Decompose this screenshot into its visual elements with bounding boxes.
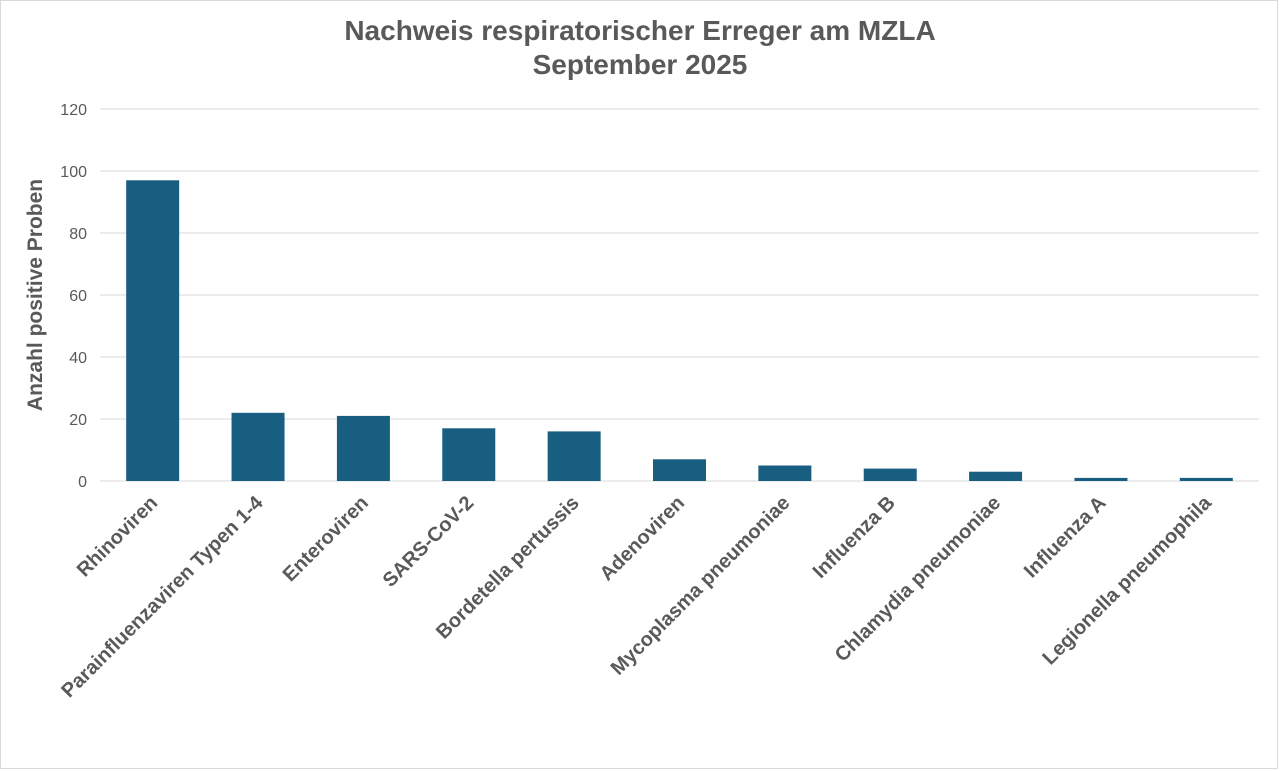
bar <box>758 465 812 481</box>
chart-subtitle: September 2025 <box>532 49 748 80</box>
y-tick-label: 20 <box>69 412 87 429</box>
x-tick-label: Mycoplasma pneumoniae <box>607 492 795 680</box>
bars <box>126 180 1233 482</box>
x-tick-label: Influenza B <box>809 492 900 583</box>
x-tick-label: Rhinoviren <box>73 492 162 581</box>
x-tick-label: Parainfluenzaviren Typen 1-4 <box>57 491 268 702</box>
x-tick-label: SARS-CoV-2 <box>379 492 479 592</box>
bar <box>231 412 285 481</box>
bar <box>863 468 917 481</box>
x-tick-label: Legionella pneumophila <box>1038 491 1216 669</box>
gridlines <box>100 108 1259 482</box>
x-tick-label: Influenza A <box>1020 492 1110 582</box>
chart-title-line: Nachweis respiratorischer Erreger am MZL… <box>344 15 936 46</box>
x-tick-label: Enteroviren <box>279 492 373 586</box>
bar <box>969 471 1023 481</box>
bar <box>547 431 601 481</box>
bar <box>126 180 180 482</box>
y-tick-label: 40 <box>69 350 87 367</box>
y-tick-label: 0 <box>78 474 87 491</box>
bar <box>442 428 496 481</box>
bar <box>653 459 706 481</box>
y-axis-title: Anzahl positive Proben <box>24 179 47 411</box>
bar <box>1074 477 1128 481</box>
bar <box>1179 477 1233 481</box>
bar <box>336 415 390 481</box>
x-tick-label: Adenoviren <box>596 492 689 585</box>
chart-title: Nachweis respiratorischer Erreger am MZL… <box>0 14 1280 82</box>
y-axis-ticks: 0 20 40 60 80 100 120 <box>60 102 87 491</box>
y-tick-label: 120 <box>60 102 87 119</box>
y-tick-label: 100 <box>60 164 87 181</box>
y-tick-label: 80 <box>69 226 87 243</box>
y-tick-label: 60 <box>69 288 87 305</box>
